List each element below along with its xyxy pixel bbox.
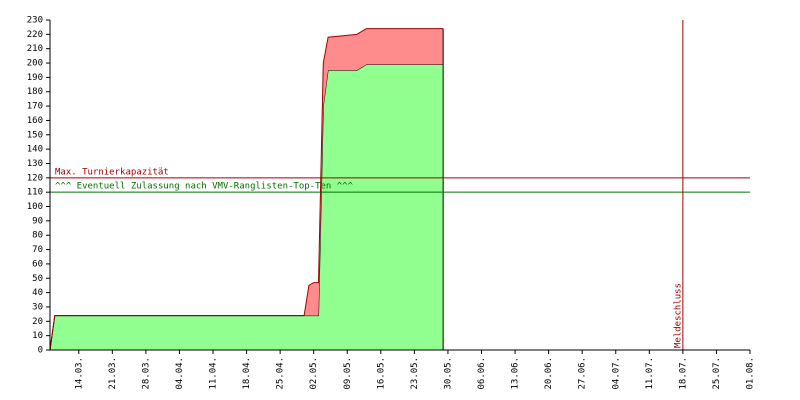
- y-tick-label: 230: [27, 16, 43, 26]
- x-tick-label: 06.06.: [477, 357, 487, 390]
- x-tick-label: 18.04.: [242, 357, 252, 390]
- y-tick-label: 150: [27, 130, 43, 140]
- y-tick-label: 40: [32, 288, 43, 298]
- x-tick-label: 20.06.: [544, 357, 554, 390]
- area-edge: [49, 28, 444, 351]
- y-tick-label: 220: [27, 30, 43, 40]
- x-tick-label: 11.07.: [645, 357, 655, 390]
- x-tick-label: 09.05.: [343, 357, 353, 390]
- y-tick-label: 0: [38, 346, 43, 356]
- area: [50, 64, 444, 350]
- x-tick-label: 30.05.: [443, 357, 453, 390]
- y-tick-label: 60: [32, 259, 43, 269]
- x-tick-label: 04.04.: [175, 357, 185, 390]
- x-tick-label: 27.06.: [578, 357, 588, 390]
- x-tick-label: 14.03.: [74, 357, 84, 390]
- x-tick-label: 01.08.: [746, 357, 756, 390]
- x-tick-label: 16.05.: [376, 357, 386, 390]
- reference-label: Meldeschluss: [673, 283, 683, 348]
- y-tick-label: 80: [32, 231, 43, 241]
- y-tick-label: 100: [27, 202, 43, 212]
- y-tick-label: 10: [32, 331, 43, 341]
- y-tick-label: 30: [32, 302, 43, 312]
- y-tick-label: 50: [32, 274, 43, 284]
- y-tick-label: 160: [27, 116, 43, 126]
- y-tick-label: 200: [27, 59, 43, 69]
- x-tick-label: 11.04.: [209, 357, 219, 390]
- y-tick-label: 180: [27, 87, 43, 97]
- y-tick-label: 110: [27, 188, 43, 198]
- y-tick-label: 20: [32, 317, 43, 327]
- x-tick-label: 13.06.: [511, 357, 521, 390]
- x-tick-label: 25.04.: [276, 357, 286, 390]
- x-tick-label: 02.05.: [309, 357, 319, 390]
- y-tick-label: 70: [32, 245, 43, 255]
- y-tick-label: 210: [27, 44, 43, 54]
- y-tick-label: 140: [27, 145, 43, 155]
- x-tick-label: 25.07.: [712, 357, 722, 390]
- y-tick-label: 190: [27, 73, 43, 83]
- x-tick-label: 23.05.: [410, 357, 420, 390]
- reference-label: Max. Turnierkapazität: [55, 167, 169, 177]
- y-tick-label: 130: [27, 159, 43, 169]
- x-tick-label: 21.03.: [108, 357, 118, 390]
- x-tick-label: 18.07.: [678, 357, 688, 390]
- y-tick-label: 120: [27, 173, 43, 183]
- x-tick-label: 04.07.: [611, 357, 621, 390]
- area: [50, 28, 444, 350]
- reference-label: ^^^ Eventuell Zulassung nach VMV-Ranglis…: [55, 182, 354, 192]
- y-tick-label: 170: [27, 102, 43, 112]
- x-tick-label: 28.03.: [141, 357, 151, 390]
- y-tick-label: 90: [32, 216, 43, 226]
